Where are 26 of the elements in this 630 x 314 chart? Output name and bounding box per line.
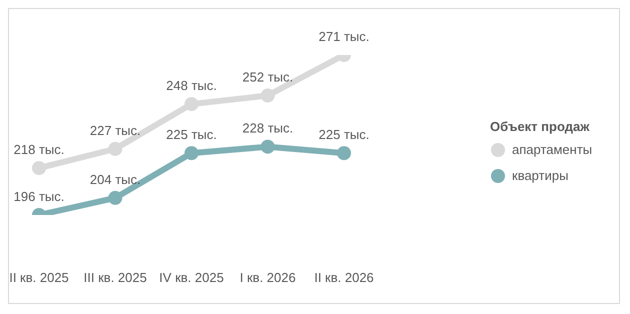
data-label: 204 тыс.	[90, 172, 141, 187]
x-tick-label: III кв. 2025	[84, 270, 147, 286]
point	[337, 146, 351, 160]
x-tick-label: II кв. 2026	[314, 270, 374, 286]
legend-label: апартаменты	[512, 142, 592, 157]
data-label: 271 тыс.	[318, 29, 370, 44]
legend-label: квартиры	[512, 168, 568, 183]
point	[108, 190, 122, 205]
point	[260, 140, 275, 154]
point	[184, 146, 198, 160]
point	[32, 161, 46, 176]
x-tick-label: II кв. 2025	[9, 270, 69, 286]
data-label: 227 тыс.	[90, 122, 141, 138]
data-label: 225 тыс.	[166, 127, 217, 142]
x-tick-label: I кв. 2026	[240, 270, 296, 286]
point	[260, 88, 275, 103]
point	[184, 97, 198, 112]
point	[108, 142, 122, 156]
data-label: 196 тыс.	[14, 189, 64, 204]
x-tick-label: IV кв. 2025	[159, 270, 224, 286]
data-label: 228 тыс.	[242, 120, 294, 136]
legend-title: Объект продаж	[490, 118, 590, 134]
data-label: 252 тыс.	[242, 70, 294, 85]
data-label: 225 тыс.	[318, 127, 370, 142]
data-label: 218 тыс.	[14, 142, 64, 158]
data-label: 248 тыс.	[166, 78, 217, 94]
